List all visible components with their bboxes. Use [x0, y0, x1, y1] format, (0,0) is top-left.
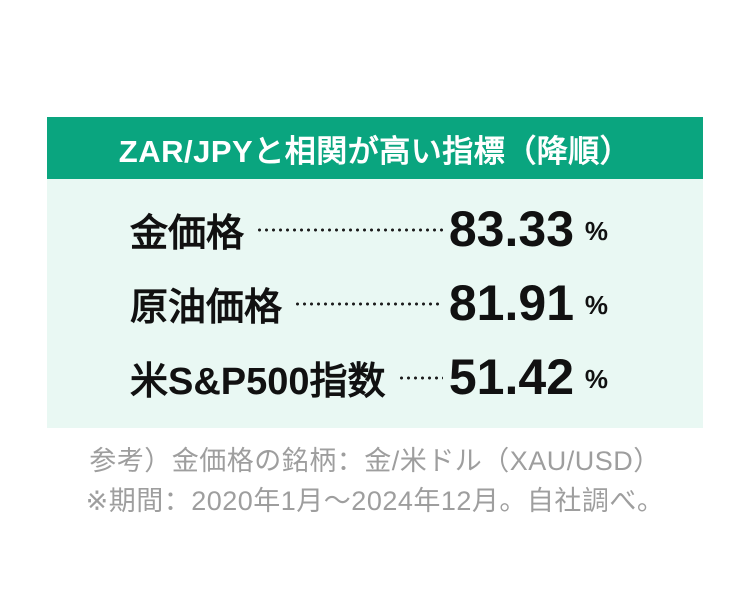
row-value: 81.91	[448, 275, 574, 331]
dotted-leader	[294, 302, 443, 306]
footnote-line-1: 参考）金価格の銘柄：金/米ドル（XAU/USD）	[89, 446, 661, 476]
footnote-line-2: ※期間：2020年1月〜2024年12月。自社調べ。	[85, 486, 665, 516]
table-row: 金価格 83.33 %	[130, 192, 608, 266]
percent-unit: %	[584, 215, 608, 246]
card-body: 金価格 83.33 % 原油価格 81.91 % 米S&P500指数 51.42…	[47, 179, 703, 428]
row-label: 原油価格	[130, 286, 283, 329]
footnote: 参考）金価格の銘柄：金/米ドル（XAU/USD） ※期間：2020年1月〜202…	[0, 441, 750, 521]
card-title: ZAR/JPYと相関が高い指標（降順）	[118, 133, 632, 169]
row-label: 米S&P500指数	[130, 360, 386, 403]
table-row: 原油価格 81.91 %	[130, 266, 608, 340]
dotted-leader	[256, 228, 443, 232]
card-header: ZAR/JPYと相関が高い指標（降順）	[47, 117, 703, 179]
dotted-leader	[397, 376, 443, 380]
correlation-card: ZAR/JPYと相関が高い指標（降順） 金価格 83.33 % 原油価格 81.…	[47, 117, 703, 428]
row-label: 金価格	[130, 212, 245, 255]
table-row: 米S&P500指数 51.42 %	[130, 340, 608, 414]
percent-unit: %	[584, 363, 608, 394]
row-value: 51.42	[448, 349, 574, 405]
row-value: 83.33	[448, 201, 574, 257]
percent-unit: %	[584, 289, 608, 320]
